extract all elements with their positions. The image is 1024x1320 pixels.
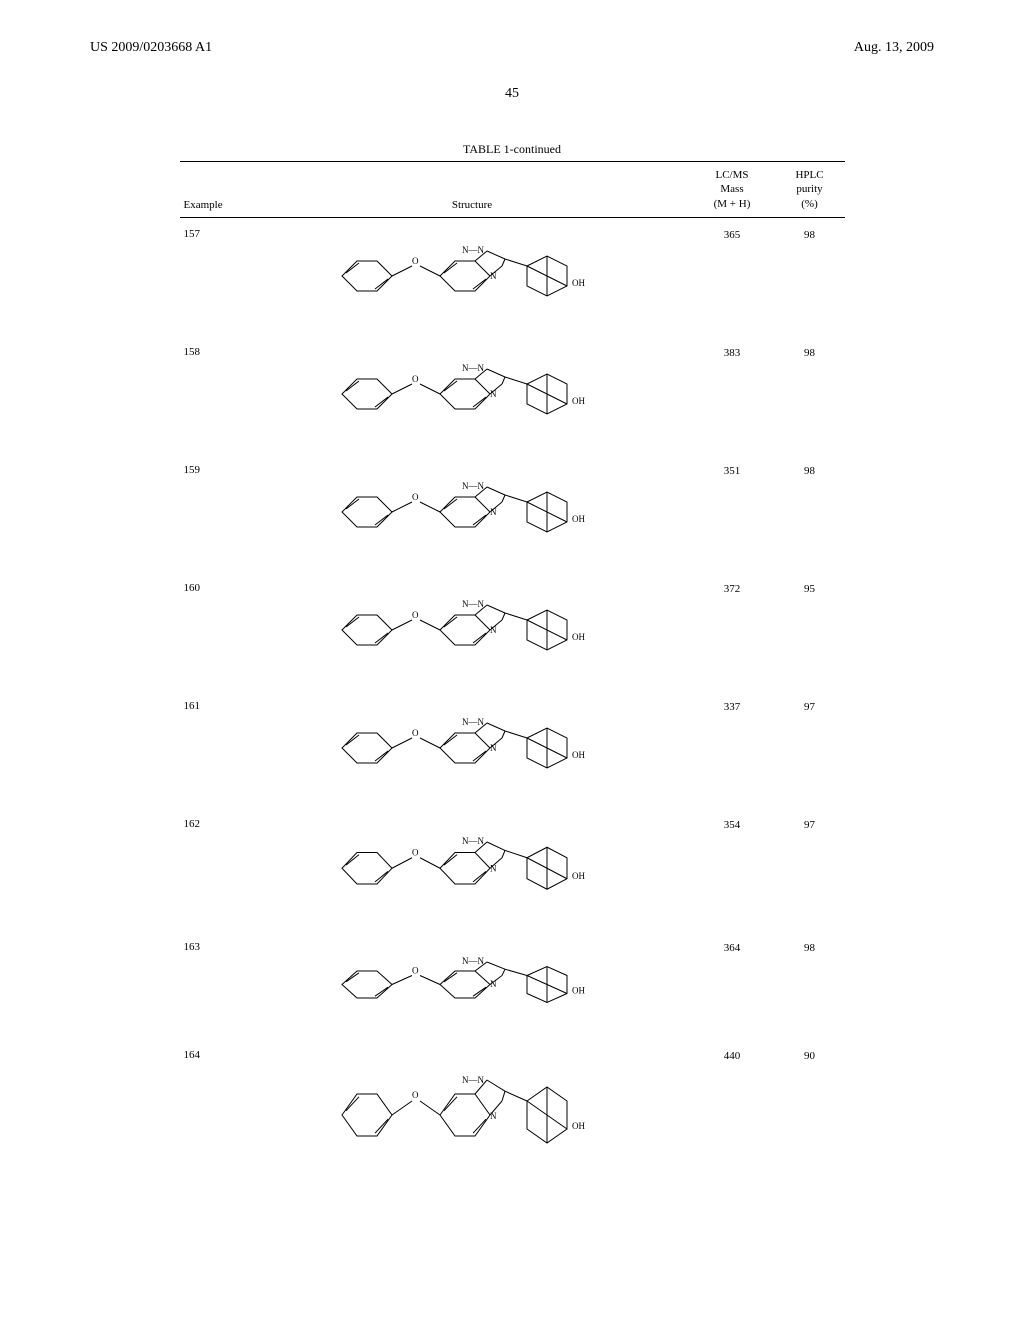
cell-mass: 351	[690, 462, 775, 478]
cell-purity: 97	[775, 698, 845, 714]
cell-mass: 383	[690, 344, 775, 360]
cell-mass: 354	[690, 816, 775, 832]
svg-text:O: O	[412, 256, 419, 266]
svg-text:N: N	[490, 743, 497, 753]
cell-structure: O N—N N OH	[255, 816, 690, 931]
svg-text:N—N: N—N	[462, 717, 484, 727]
table-header-row: Example Structure LC/MS Mass (M + H) HPL…	[180, 162, 845, 217]
svg-text:N: N	[490, 389, 497, 399]
svg-text:N: N	[490, 271, 497, 281]
cell-mass: 372	[690, 580, 775, 596]
cell-purity: 98	[775, 344, 845, 360]
svg-text:N: N	[490, 507, 497, 517]
table-row: 160 O N—N N	[180, 572, 845, 690]
table-row: 157 O N—N N	[180, 218, 845, 336]
svg-text:N—N: N—N	[462, 599, 484, 609]
cell-example: 157	[180, 226, 255, 240]
svg-text:N: N	[490, 979, 497, 989]
cell-structure: O N—N N OH	[255, 226, 690, 336]
cell-purity: 90	[775, 1047, 845, 1063]
chemical-structure-icon: O N—N N OH	[255, 580, 690, 690]
table-row: 159 O N—N N	[180, 454, 845, 572]
cell-purity: 95	[775, 580, 845, 596]
svg-text:OH: OH	[572, 396, 585, 406]
cell-purity: 97	[775, 816, 845, 832]
chemical-structure-icon: O N—N N OH	[255, 1047, 690, 1197]
chemical-structure-icon: O N—N N OH	[255, 816, 690, 931]
svg-text:N—N: N—N	[462, 1075, 484, 1085]
svg-text:OH: OH	[572, 985, 585, 995]
page-header: US 2009/0203668 A1 Aug. 13, 2009	[90, 40, 934, 56]
svg-text:OH: OH	[572, 750, 585, 760]
svg-text:OH: OH	[572, 871, 585, 881]
cell-purity: 98	[775, 939, 845, 955]
cell-structure: O N—N N OH	[255, 462, 690, 572]
cell-mass: 365	[690, 226, 775, 242]
svg-text:OH: OH	[572, 1121, 585, 1131]
column-header-structure: Structure	[255, 199, 690, 211]
svg-text:O: O	[412, 848, 419, 858]
table-row: 158 O N—N N	[180, 336, 845, 454]
svg-text:N—N: N—N	[462, 956, 484, 966]
svg-text:OH: OH	[572, 278, 585, 288]
cell-example: 162	[180, 816, 255, 830]
column-header-example: Example	[180, 199, 255, 211]
chemical-structure-icon: O N—N N OH	[255, 698, 690, 808]
chemical-structure-icon: O N—N N OH	[255, 462, 690, 572]
cell-mass: 364	[690, 939, 775, 955]
svg-text:OH: OH	[572, 632, 585, 642]
svg-text:O: O	[412, 728, 419, 738]
svg-text:N: N	[490, 625, 497, 635]
cell-example: 160	[180, 580, 255, 594]
column-header-purity: HPLC purity (%)	[775, 168, 845, 211]
cell-structure: O N—N N OH	[255, 344, 690, 454]
cell-structure: O N—N N OH	[255, 939, 690, 1039]
cell-example: 163	[180, 939, 255, 953]
svg-text:O: O	[412, 374, 419, 384]
publication-date: Aug. 13, 2009	[854, 40, 934, 56]
cell-mass: 337	[690, 698, 775, 714]
table-row: 163 O N—N N	[180, 931, 845, 1039]
svg-text:N—N: N—N	[462, 245, 484, 255]
svg-text:O: O	[412, 610, 419, 620]
table-caption: TABLE 1-continued	[180, 142, 845, 157]
cell-structure: O N—N N OH	[255, 1047, 690, 1197]
column-header-mass: LC/MS Mass (M + H)	[690, 168, 775, 211]
svg-text:O: O	[412, 966, 419, 976]
svg-text:N: N	[490, 1111, 497, 1121]
svg-text:N—N: N—N	[462, 363, 484, 373]
cell-mass: 440	[690, 1047, 775, 1063]
table-row: 161 O N—N N	[180, 690, 845, 808]
svg-text:OH: OH	[572, 514, 585, 524]
svg-text:O: O	[412, 492, 419, 502]
cell-structure: O N—N N OH	[255, 580, 690, 690]
cell-example: 159	[180, 462, 255, 476]
data-table: TABLE 1-continued Example Structure LC/M…	[180, 142, 845, 1197]
cell-example: 158	[180, 344, 255, 358]
chemical-structure-icon: O N—N N OH	[255, 344, 690, 454]
publication-number: US 2009/0203668 A1	[90, 40, 212, 56]
cell-example: 164	[180, 1047, 255, 1061]
table-row: 164 O N—N N	[180, 1039, 845, 1197]
table-body: 157 O N—N N	[180, 218, 845, 1197]
page-number: 45	[90, 86, 934, 102]
cell-purity: 98	[775, 226, 845, 242]
cell-purity: 98	[775, 462, 845, 478]
svg-text:N: N	[490, 863, 497, 873]
cell-structure: O N—N N OH	[255, 698, 690, 808]
chemical-structure-icon: O N—N N OH	[255, 226, 690, 336]
chemical-structure-icon: O N—N N OH	[255, 939, 690, 1039]
svg-text:N—N: N—N	[462, 481, 484, 491]
table-row: 162 O N—N N	[180, 808, 845, 931]
cell-example: 161	[180, 698, 255, 712]
svg-text:N—N: N—N	[462, 836, 484, 846]
svg-text:O: O	[412, 1090, 419, 1100]
